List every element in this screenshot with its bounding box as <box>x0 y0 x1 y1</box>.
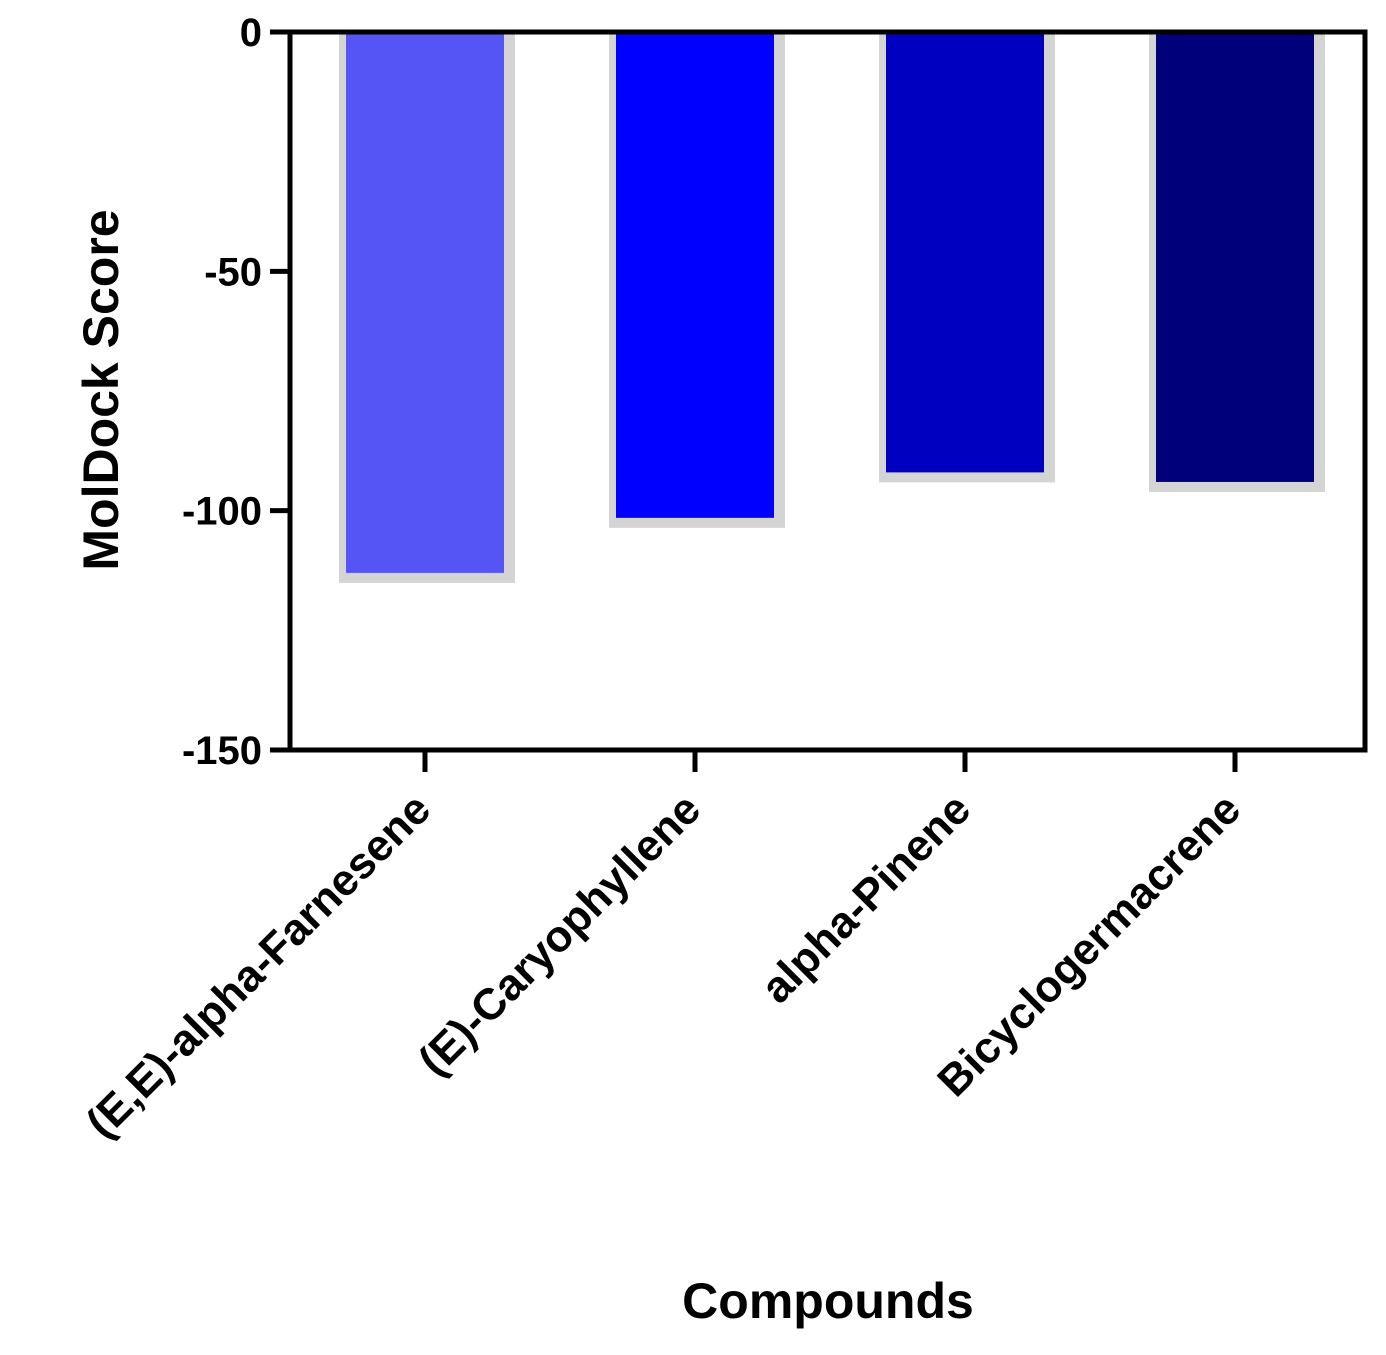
x-axis-ticks: (E,E)-alpha-Farnesene(E)-Caryophyllene al… <box>77 750 1250 1148</box>
y-tick-label: -150 <box>182 729 262 773</box>
y-axis-title: MolDock Score <box>73 209 129 570</box>
bar-1 <box>616 32 774 518</box>
y-tick-label: 0 <box>240 11 262 55</box>
bar-2 <box>886 32 1044 473</box>
bar-3 <box>1156 32 1314 482</box>
plot-frame <box>287 29 1368 753</box>
x-axis-title: Compounds <box>682 1273 974 1329</box>
x-category-label: (E)-Caryophyllene <box>409 784 710 1085</box>
bar-0 <box>346 32 504 573</box>
y-tick-label: -50 <box>204 250 262 294</box>
x-category-label: Bicyclogermacrene <box>928 784 1250 1106</box>
bars-group <box>339 32 1325 583</box>
x-category-label: (E,E)-alpha-Farnesene <box>77 784 440 1147</box>
y-axis-ticks: 0 -50 -100 -150 <box>182 11 290 773</box>
y-tick-label: -100 <box>182 490 262 534</box>
x-category-label: alpha-Pinene <box>752 784 980 1012</box>
